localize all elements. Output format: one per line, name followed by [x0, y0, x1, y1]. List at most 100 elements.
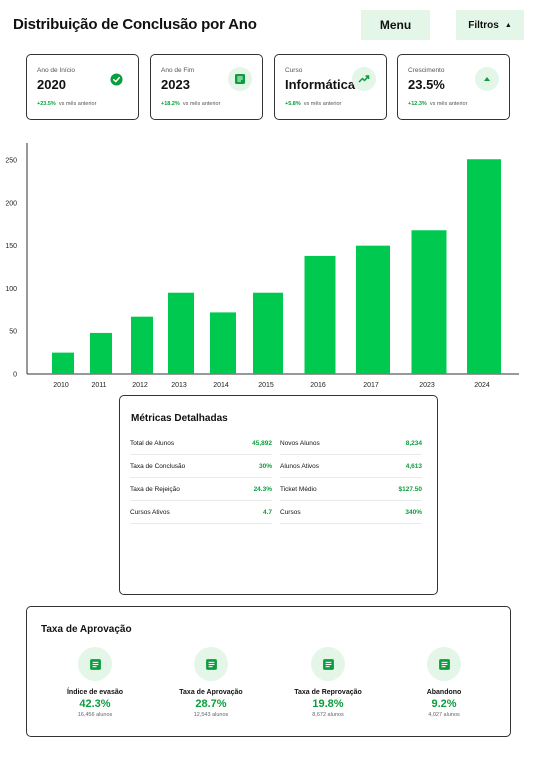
- rate-item-failure: Taxa de Reprovação 19.8% 8,672 alunos: [268, 647, 388, 718]
- kpi-delta-text: vs mês anterior: [182, 101, 221, 107]
- check-circle-icon: [104, 67, 128, 91]
- kpi-delta-percent: +18.2%: [161, 101, 180, 107]
- kpi-label: Crescimento: [408, 67, 445, 74]
- kpi-delta-text: vs mês anterior: [303, 101, 342, 107]
- kpi-value: 2023: [161, 77, 190, 92]
- x-tick-label: 2014: [213, 382, 229, 389]
- metric-row: Taxa de Rejeição 24.3%: [130, 478, 272, 501]
- metric-label: Cursos Ativos: [130, 508, 170, 516]
- document-icon: [78, 647, 112, 681]
- kpi-delta: +5.8% vs mês anterior: [285, 101, 341, 107]
- rate-name: Taxa de Reprovação: [294, 689, 362, 696]
- kpi-card-course: Curso Informática +5.8% vs mês anterior: [274, 54, 387, 120]
- rate-count: 12,543 alunos: [193, 712, 229, 718]
- metric-value: 30%: [258, 462, 272, 470]
- document-icon: [194, 647, 228, 681]
- rate-item-approval: Taxa de Aprovação 28.7% 12,543 alunos: [151, 647, 271, 718]
- page-title: Distribuição de Conclusão por Ano: [13, 16, 257, 33]
- kpi-value: Informática: [285, 77, 356, 92]
- x-tick-label: 2012: [132, 382, 148, 389]
- bar: [356, 245, 390, 374]
- metric-value: 8,234: [405, 439, 422, 447]
- kpi-value: 23.5%: [408, 77, 445, 92]
- filters-button[interactable]: Filtros ▲: [456, 10, 524, 40]
- bar: [467, 159, 501, 374]
- y-tick-label: 150: [5, 243, 17, 250]
- bar: [131, 316, 153, 374]
- metrics-panel: Métricas Detalhadas Total de Alunos 45,89…: [119, 395, 438, 595]
- metrics-column-left: Total de Alunos 45,892 Taxa de Conclusão 3…: [130, 432, 272, 524]
- x-tick-label: 2016: [310, 382, 326, 389]
- kpi-delta-percent: +5.8%: [285, 101, 301, 107]
- kpi-card-end-year: Ano de Fim 2023 +18.2% vs mês anterior: [150, 54, 263, 120]
- metric-value: $127.50: [398, 485, 423, 493]
- rate-count: 16,456 alunos: [77, 712, 113, 718]
- document-icon: [228, 67, 252, 91]
- metric-label: Total de Alunos: [130, 439, 175, 447]
- metric-value: 45,892: [252, 439, 272, 447]
- metric-row: Alunos Ativos 4,613: [280, 455, 422, 478]
- kpi-card-growth: Crescimento 23.5% +12.3% vs mês anterior: [397, 54, 510, 120]
- bar: [304, 255, 336, 374]
- metric-value: 24.3%: [253, 485, 272, 493]
- metric-value: 340%: [405, 508, 422, 516]
- rate-percent: 19.8%: [312, 698, 344, 710]
- rate-count: 4,027 alunos: [428, 712, 460, 718]
- x-tick-label: 2013: [171, 382, 187, 389]
- metric-label: Novos Alunos: [280, 439, 320, 447]
- kpi-value: 2020: [37, 77, 66, 92]
- x-tick-label: 2011: [91, 382, 106, 389]
- rate-item-abandonment: Abandono 9.2% 4,027 alunos: [384, 647, 504, 718]
- kpi-delta-text: vs mês anterior: [58, 101, 97, 107]
- metric-label: Cursos: [280, 508, 301, 516]
- kpi-delta-percent: +12.3%: [408, 101, 427, 107]
- metric-label: Alunos Ativos: [280, 462, 320, 470]
- approval-rates-panel: Taxa de Aprovação Índice de evasão 42.3%…: [26, 606, 511, 737]
- y-tick-label: 50: [9, 329, 17, 336]
- rate-count: 8,672 alunos: [312, 712, 344, 718]
- kpi-delta: +23.5% vs mês anterior: [37, 101, 96, 107]
- document-icon: [311, 647, 345, 681]
- y-tick-label: 200: [5, 200, 17, 207]
- kpi-delta: +18.2% vs mês anterior: [161, 101, 220, 107]
- bar: [90, 332, 112, 374]
- metric-value: 4,613: [405, 462, 422, 470]
- kpi-delta: +12.3% vs mês anterior: [408, 101, 467, 107]
- x-tick-label: 2024: [474, 382, 490, 389]
- menu-button[interactable]: Menu: [361, 10, 430, 40]
- document-icon: [427, 647, 461, 681]
- metric-row: Total de Alunos 45,892: [130, 432, 272, 455]
- x-tick-label: 2017: [363, 382, 379, 389]
- bar: [52, 352, 74, 374]
- rate-name: Abandono: [426, 689, 462, 696]
- kpi-label: Ano de Fim: [161, 67, 195, 74]
- bar: [411, 230, 447, 374]
- trending-up-icon: [352, 67, 376, 91]
- metric-row: Ticket Médio $127.50: [280, 478, 422, 501]
- metric-row: Novos Alunos 8,234: [280, 432, 422, 455]
- y-tick-label: 0: [13, 372, 17, 379]
- arrow-up-icon: [475, 67, 499, 91]
- rate-percent: 42.3%: [79, 698, 111, 710]
- bar: [210, 312, 236, 374]
- filters-label: Filtros: [468, 19, 499, 31]
- rate-item-dropout-index: Índice de evasão 42.3% 16,456 alunos: [35, 647, 155, 718]
- rate-percent: 9.2%: [431, 698, 457, 710]
- bar: [253, 292, 283, 374]
- kpi-delta-percent: +23.5%: [37, 101, 56, 107]
- metric-value: 4.7: [262, 508, 272, 516]
- rate-percent: 28.7%: [195, 698, 227, 710]
- metric-label: Taxa de Conclusão: [130, 462, 186, 470]
- bar-chart: 0 50 100 150 200 250 2010 2011 2012 2013 2014 2015 2…: [5, 143, 519, 389]
- y-tick-label: 100: [5, 286, 17, 293]
- rate-name: Índice de evasão: [66, 689, 124, 696]
- metric-row: Cursos Ativos 4.7: [130, 501, 272, 524]
- rates-title: Taxa de Aprovação: [41, 624, 132, 635]
- x-tick-label: 2015: [258, 382, 274, 389]
- y-tick-label: 250: [5, 158, 17, 165]
- metrics-column-right: Novos Alunos 8,234 Alunos Ativos 4,613 Tic…: [280, 432, 422, 524]
- metrics-title: Métricas Detalhadas: [131, 413, 228, 424]
- metric-row: Taxa de Conclusão 30%: [130, 455, 272, 478]
- caret-up-icon: ▲: [504, 21, 512, 29]
- metric-row: Cursos 340%: [280, 501, 422, 524]
